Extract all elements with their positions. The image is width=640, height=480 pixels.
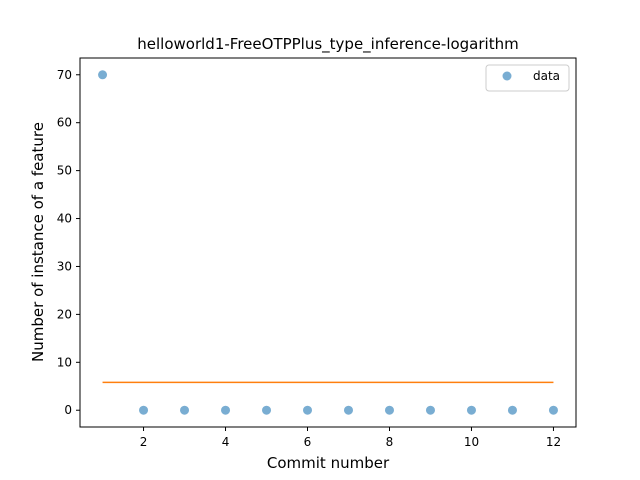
y-tick-label: 70 xyxy=(57,68,72,82)
x-tick-label: 2 xyxy=(140,435,148,449)
data-point xyxy=(507,405,517,415)
data-point xyxy=(139,405,149,415)
x-tick-label: 8 xyxy=(386,435,394,449)
legend: data xyxy=(485,64,570,92)
x-tick-label: 12 xyxy=(546,435,561,449)
data-point xyxy=(98,70,108,80)
data-point xyxy=(425,405,435,415)
y-axis-label: Number of instance of a feature xyxy=(29,122,47,362)
x-axis: 2 4 6 8 10 12 xyxy=(140,427,561,449)
y-tick-label: 30 xyxy=(57,259,72,273)
y-tick-label: 40 xyxy=(57,212,72,226)
legend-box xyxy=(485,64,570,92)
x-axis-label: Commit number xyxy=(267,454,390,472)
x-tick-label: 6 xyxy=(304,435,312,449)
y-tick-label: 20 xyxy=(57,307,72,321)
legend-marker xyxy=(502,71,512,81)
y-axis: 0 10 20 30 40 50 60 70 xyxy=(57,68,80,417)
chart-title: helloworld1-FreeOTPPlus_type_inference-l… xyxy=(137,35,518,54)
data-point xyxy=(262,405,272,415)
axes-frame xyxy=(79,57,577,428)
x-tick-label: 4 xyxy=(222,435,230,449)
data-point xyxy=(548,405,558,415)
data-point xyxy=(221,405,231,415)
plot-area xyxy=(98,70,558,415)
data-point xyxy=(180,405,190,415)
y-tick-label: 60 xyxy=(57,116,72,130)
data-point xyxy=(466,405,476,415)
y-tick-label: 10 xyxy=(57,355,72,369)
x-tick-label: 10 xyxy=(464,435,479,449)
data-point xyxy=(343,405,353,415)
data-point xyxy=(303,405,313,415)
y-tick-label: 0 xyxy=(64,403,72,417)
legend-label: data xyxy=(533,69,560,83)
y-tick-label: 50 xyxy=(57,164,72,178)
data-point xyxy=(384,405,394,415)
